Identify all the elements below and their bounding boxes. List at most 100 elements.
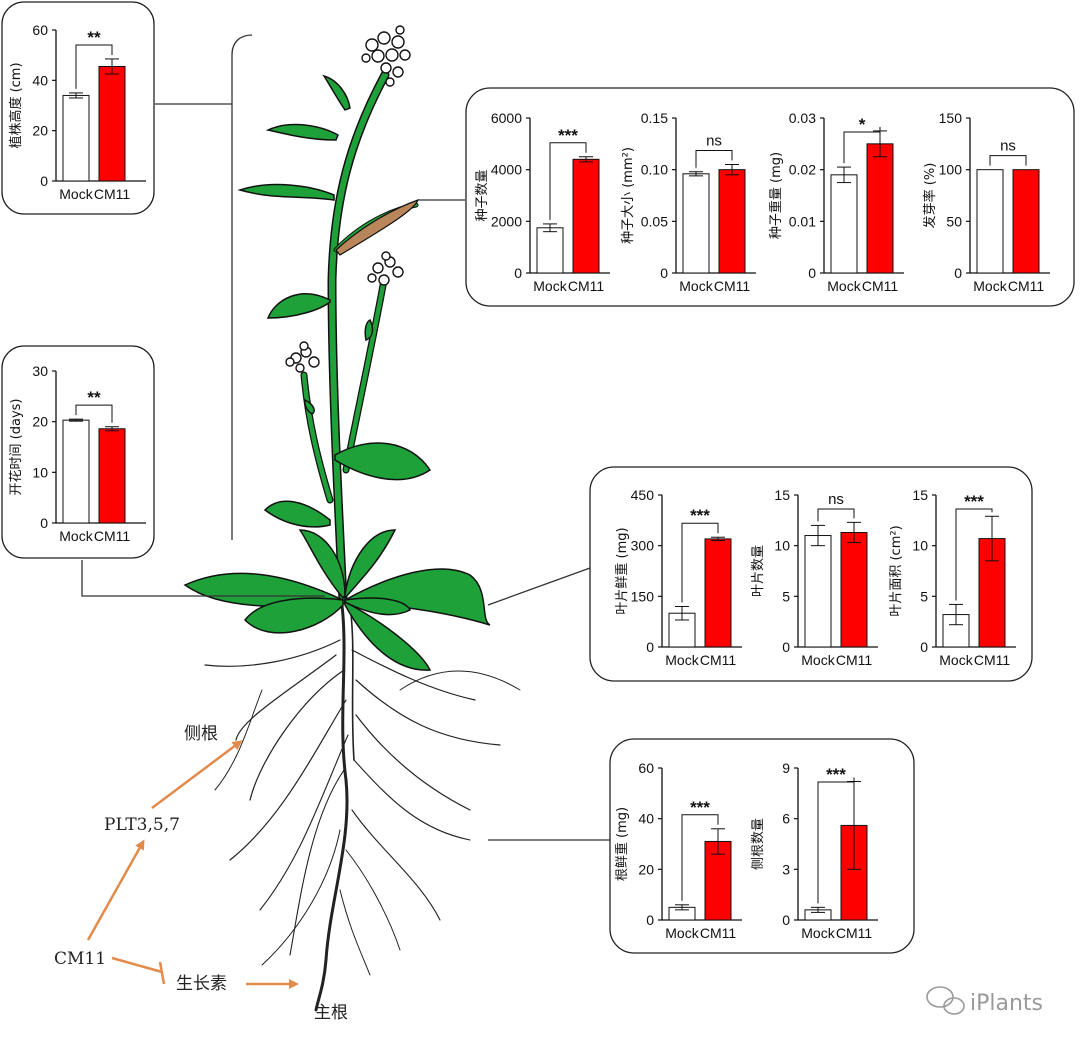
bar-cm11 bbox=[718, 169, 746, 274]
y-axis-label: 种子数量 bbox=[475, 169, 490, 221]
significance-bracket bbox=[681, 814, 719, 901]
category-label-cm11: CM11 bbox=[700, 925, 737, 941]
y-tick-label: 6000 bbox=[491, 110, 522, 126]
main-root bbox=[314, 603, 349, 1012]
bar-mock bbox=[682, 173, 710, 274]
left-flower-cluster bbox=[285, 341, 320, 373]
category-label-cm11: CM11 bbox=[94, 186, 131, 202]
category-label-cm11: CM11 bbox=[836, 652, 873, 668]
bar-cm11 bbox=[98, 65, 126, 182]
chart-flowering-time: 0 10 20 30 开花时间 (days) Mock CM11 ** bbox=[8, 363, 146, 544]
chart-seed-size: 0 0.05 0.10 0.15 种子大小 (mm²) Mock CM11 ns bbox=[621, 110, 756, 294]
significance-bracket bbox=[681, 522, 719, 603]
y-tick-label: 150 bbox=[939, 110, 963, 126]
panel-seed-traits bbox=[465, 87, 1075, 307]
y-tick-label: 0 bbox=[920, 639, 928, 655]
significance-bracket bbox=[75, 404, 113, 423]
y-axis-label: 侧根数量 bbox=[751, 818, 766, 870]
y-tick-label: 0.02 bbox=[789, 162, 816, 178]
category-label-mock: Mock bbox=[533, 278, 567, 294]
y-tick-label: 20 bbox=[638, 861, 654, 877]
y-tick-label: 10 bbox=[32, 464, 48, 480]
bar-mock bbox=[830, 174, 858, 274]
y-tick-label: 5 bbox=[782, 588, 790, 604]
bar-cm11 bbox=[840, 531, 868, 648]
significance-label: *** bbox=[826, 765, 846, 784]
y-tick-label: 0 bbox=[40, 173, 48, 189]
category-label-cm11: CM11 bbox=[836, 925, 873, 941]
y-tick-label: 30 bbox=[32, 363, 48, 379]
y-tick-label: 15 bbox=[912, 487, 928, 503]
silique bbox=[335, 198, 420, 256]
y-tick-label: 0.15 bbox=[641, 110, 668, 126]
significance-bracket bbox=[549, 142, 587, 220]
y-axis-label: 开花时间 (days) bbox=[8, 399, 24, 496]
significance-label: *** bbox=[690, 506, 710, 525]
y-tick-label: 3 bbox=[782, 861, 790, 877]
watermark: iPlants bbox=[926, 986, 1043, 1016]
y-tick-label: 0 bbox=[782, 912, 790, 928]
category-label-cm11: CM11 bbox=[974, 652, 1011, 668]
y-axis-label: 发芽率 (%) bbox=[922, 163, 938, 229]
wechat-icon bbox=[926, 986, 965, 1015]
y-tick-label: 9 bbox=[782, 760, 790, 776]
bar-mock bbox=[536, 227, 564, 274]
category-label-mock: Mock bbox=[973, 278, 1007, 294]
category-label-cm11: CM11 bbox=[700, 652, 737, 668]
arrow-cm11-to-plt bbox=[86, 839, 145, 941]
bar-cm11 bbox=[1012, 169, 1040, 274]
category-label-cm11: CM11 bbox=[1008, 278, 1045, 294]
category-label-mock: Mock bbox=[665, 652, 699, 668]
connector-lines bbox=[81, 34, 610, 841]
chart-lateral-root-number: 0 3 6 9 侧根数量 Mock CM11 *** bbox=[751, 760, 878, 941]
y-tick-label: 0.01 bbox=[789, 213, 816, 229]
bar-cm11 bbox=[704, 538, 732, 648]
y-tick-label: 0 bbox=[646, 639, 654, 655]
significance-label: ns bbox=[1000, 138, 1016, 155]
category-label-mock: Mock bbox=[679, 278, 713, 294]
mid-flower-cluster bbox=[367, 251, 404, 286]
y-tick-label: 10 bbox=[912, 538, 928, 554]
bar-mock bbox=[62, 94, 90, 182]
bar-cm11 bbox=[98, 428, 126, 524]
panel-root-traits bbox=[609, 738, 915, 954]
chart-seed-number: 0 2000 4000 6000 种子数量 Mock CM11 *** bbox=[475, 110, 610, 294]
significance-label: *** bbox=[690, 798, 710, 817]
chart-leaf-area: 0 5 10 15 叶片面积 (cm²) Mock CM11 *** bbox=[889, 487, 1016, 668]
label-main-root: 主根 bbox=[314, 1003, 348, 1023]
y-tick-label: 0 bbox=[40, 515, 48, 531]
regulation-diagram: 侧根 PLT3,5,7 CM11 生长素 主根 bbox=[54, 724, 348, 1023]
y-axis-label: 种子大小 (mm²) bbox=[621, 147, 636, 244]
category-label-cm11: CM11 bbox=[568, 278, 605, 294]
y-axis-label: 叶片鲜重 (mg) bbox=[614, 527, 630, 614]
y-axis-label: 叶片数量 bbox=[751, 545, 766, 597]
y-axis-label: 种子重量 (mg) bbox=[768, 152, 784, 239]
y-tick-label: 40 bbox=[638, 811, 654, 827]
cauline-leaves bbox=[237, 74, 432, 528]
inhibit-bar bbox=[158, 961, 166, 985]
y-tick-label: 6 bbox=[782, 811, 790, 827]
category-label-mock: Mock bbox=[665, 925, 699, 941]
bar-mock bbox=[62, 419, 90, 524]
top-flower-cluster bbox=[361, 25, 411, 87]
y-tick-label: 0 bbox=[808, 265, 816, 281]
y-tick-label: 40 bbox=[32, 72, 48, 88]
inhibit-cm11-to-auxin bbox=[111, 956, 163, 974]
watermark-text: iPlants bbox=[970, 991, 1043, 1016]
label-lateral-root: 侧根 bbox=[184, 724, 218, 744]
category-label-mock: Mock bbox=[59, 528, 93, 544]
significance-label: ns bbox=[706, 133, 722, 150]
y-tick-label: 5 bbox=[920, 588, 928, 604]
significance-label: *** bbox=[558, 126, 578, 145]
arrow-plt-to-lateral-root bbox=[151, 740, 243, 809]
chart-plant-height: 0 20 40 60 植株高度 (cm) Mock CM11 ** bbox=[8, 22, 146, 202]
y-tick-label: 15 bbox=[774, 487, 790, 503]
significance-label: * bbox=[859, 115, 866, 134]
chart-leaf-number: 0 5 10 15 叶片数量 Mock CM11 ns bbox=[751, 487, 878, 668]
y-tick-label: 100 bbox=[939, 162, 963, 178]
y-axis-label: 根鲜重 (mg) bbox=[614, 807, 630, 881]
significance-bracket bbox=[695, 150, 733, 168]
flower-clusters bbox=[285, 25, 411, 373]
